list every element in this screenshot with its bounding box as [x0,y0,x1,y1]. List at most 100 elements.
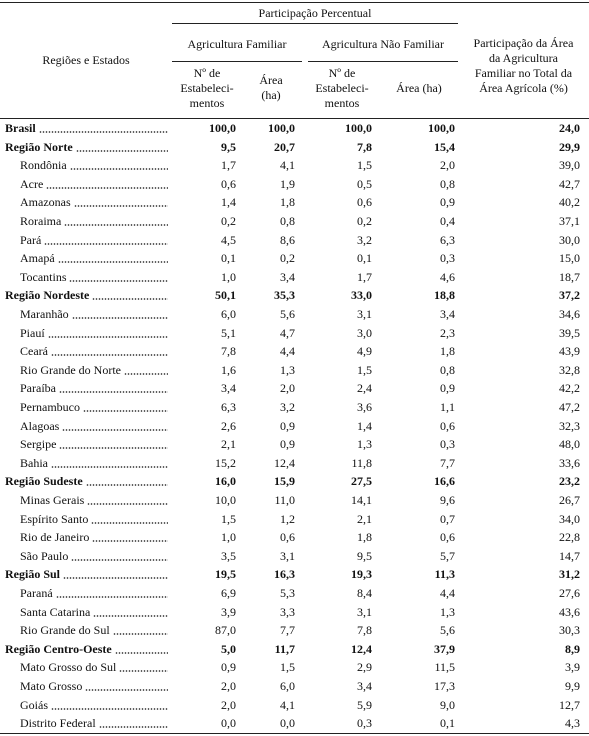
row-label: Amapá [20,249,170,267]
value-cell: 8,9 [565,641,580,656]
value-cell: 2,0 [221,679,236,693]
value-cell: 20,7 [274,139,295,154]
row-label-text: Amapá [20,251,55,266]
row-label: Espírito Santo [20,509,170,528]
value-cell: 2,0 [280,381,295,396]
value-cell: 1,3 [280,362,295,377]
value-cell: 3,1 [280,548,295,563]
value-cell: 1,8 [357,530,372,545]
row-label: Mato Grosso [20,677,170,695]
rule [308,61,458,62]
value-cell: 9,5 [221,139,236,154]
leader-dots [71,305,168,319]
column-header: Área [259,73,283,87]
rule [172,61,302,62]
value-cell: 8,6 [280,232,295,247]
value-cell: 3,4 [357,679,372,693]
value-cell: 31,2 [559,567,580,582]
value-cell: 0,1 [221,251,236,266]
value-cell: 5,9 [357,697,372,712]
row-label-text: Mato Grosso [20,679,83,693]
value-cell: 3,1 [357,604,372,619]
value-cell: 0,2 [357,214,372,228]
row-label: Rio de Janeiro [20,528,170,546]
leader-dots [85,472,168,487]
value-cell: 8,4 [357,586,372,600]
value-cell: 3,4 [440,307,455,321]
rule [0,733,589,734]
value-cell: 7,7 [280,623,295,638]
group-header: Participação Percentual [258,6,372,20]
row-label: Região Norte [5,137,170,156]
value-cell: 15,2 [215,455,236,470]
rule [0,2,589,3]
value-cell: 0,2 [221,214,236,228]
leader-dots [93,602,168,617]
value-cell: 6,3 [221,400,236,414]
column-header: Estabeleci- [315,81,369,95]
value-cell: 11,0 [274,493,295,507]
column-header: (ha) [261,88,281,102]
value-cell: 15,9 [274,474,295,489]
leader-dots [51,695,168,710]
value-cell: 12,7 [559,697,580,712]
row-label-text: Minas Gerais [20,493,85,507]
value-cell: 3,6 [357,400,372,414]
value-cell: 1,5 [221,511,236,526]
row-label-text: Mato Grosso do Sul [20,660,117,675]
value-cell: 12,4 [274,455,295,470]
value-cell: 3,5 [221,548,236,563]
value-cell: 0,8 [280,214,295,228]
row-label: Rio Grande do Sul [20,621,170,639]
row-label-text: Paraná [20,586,53,600]
value-cell: 5,3 [280,586,295,600]
row-label: Região Nordeste [5,286,170,304]
value-cell: 1,7 [221,158,236,173]
value-cell: 2,0 [440,158,455,173]
row-label-text: Tocantins [20,269,67,284]
value-cell: 19,5 [215,567,236,582]
value-cell: 100,0 [209,121,236,135]
value-cell: 4,1 [280,697,295,712]
row-label: Brasil [5,119,170,137]
value-cell: 1,4 [221,195,236,210]
leader-dots [71,546,168,561]
row-label-text: Região Nordeste [5,288,90,303]
value-cell: 2,1 [357,511,372,526]
row-label: Mato Grosso do Sul [20,658,170,676]
leader-dots [73,193,168,208]
value-cell: 9,5 [357,548,372,563]
value-cell: 1,1 [440,400,455,414]
value-cell: 39,5 [559,325,580,340]
value-cell: 17,3 [434,679,455,693]
row-label: Região Sudeste [5,472,170,490]
value-cell: 47,2 [559,400,580,414]
value-cell: 30,0 [559,232,580,247]
value-cell: 2,0 [221,697,236,712]
value-cell: 3,2 [357,232,372,247]
value-cell: 0,9 [280,437,295,452]
value-cell: 7,8 [357,139,372,154]
value-cell: 1,7 [357,269,372,284]
row-label-text: Rio Grande do Norte [20,362,121,377]
value-cell: 33,0 [351,288,372,303]
column-header: Área Agrícola (%) [479,81,568,95]
column-header: Familiar no Total da [474,66,573,80]
value-cell: 3,9 [221,604,236,619]
value-cell: 10,0 [215,493,236,507]
leader-dots [87,491,168,505]
column-header: da Agricultura [489,51,558,65]
row-label-text: Piauí [20,325,45,340]
value-cell: 1,5 [280,660,295,675]
value-cell: 15,4 [434,139,455,154]
value-cell: 1,2 [280,511,295,526]
row-label-text: Bahia [20,455,48,470]
value-cell: 2,6 [221,418,236,433]
value-cell: 1,5 [357,362,372,377]
value-cell: 9,0 [440,697,455,712]
row-label-text: Pernambuco [20,400,80,414]
value-cell: 0,2 [280,251,295,266]
value-cell: 22,8 [559,530,580,545]
value-cell: 26,7 [559,493,580,507]
